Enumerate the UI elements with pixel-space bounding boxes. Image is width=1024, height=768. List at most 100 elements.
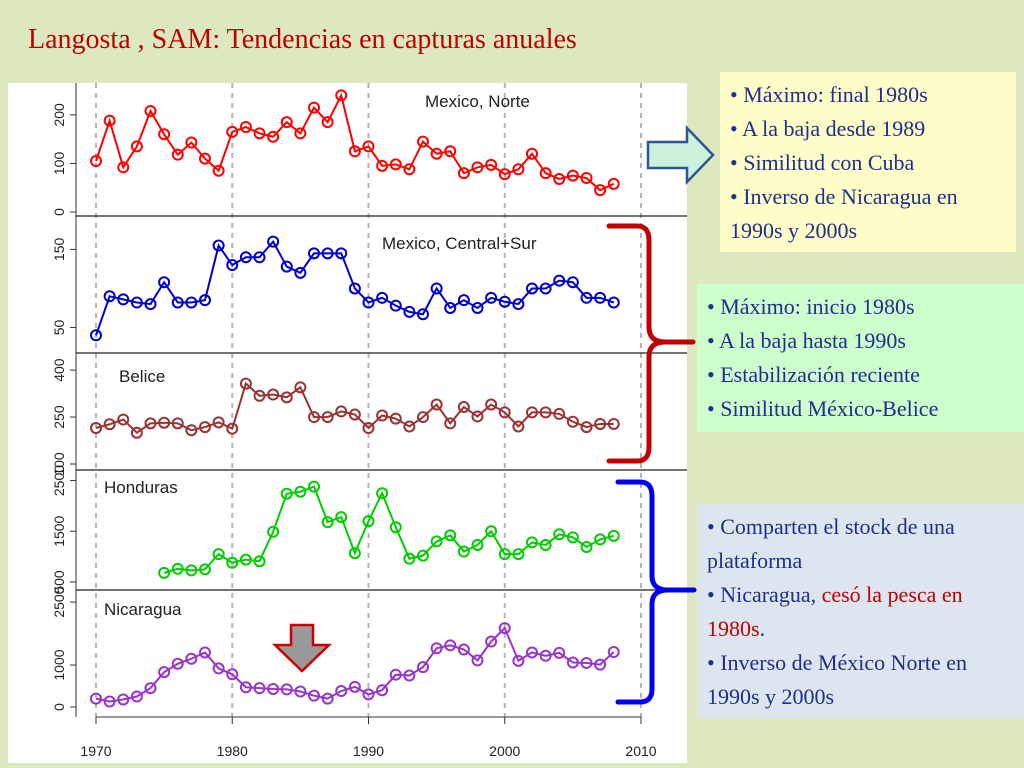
data-point <box>526 646 538 659</box>
data-point <box>594 291 607 304</box>
y-tick-label: 100 <box>51 152 67 176</box>
data-point <box>90 329 102 342</box>
y-tick-label: 1000 <box>51 649 67 680</box>
note-mexico-norte: • Máximo: final 1980s • A la baja desde … <box>720 72 1016 252</box>
data-point <box>185 564 198 577</box>
data-point <box>389 521 402 534</box>
data-point <box>566 656 579 669</box>
data-point <box>444 301 457 314</box>
data-point <box>103 114 116 127</box>
y-tick-label: 250 <box>51 405 67 429</box>
data-point <box>144 682 157 695</box>
y-tick-label: 100 <box>51 452 67 476</box>
y-tick-label: 400 <box>51 358 67 382</box>
data-point <box>253 251 266 264</box>
data-point <box>539 538 552 551</box>
data-point <box>199 646 211 659</box>
data-point <box>335 685 348 698</box>
data-point <box>594 533 607 546</box>
data-point <box>403 669 416 682</box>
panel-label: Belice <box>119 367 165 386</box>
data-point <box>512 420 525 433</box>
data-point <box>526 282 538 295</box>
note-honduras-nicaragua: • Comparten el stock de una plataforma •… <box>697 504 1024 718</box>
data-point <box>580 540 593 553</box>
data-point <box>144 298 157 311</box>
data-point <box>280 260 293 273</box>
y-tick-label: 200 <box>51 103 67 127</box>
data-point <box>512 163 525 176</box>
data-point <box>444 529 457 542</box>
note-line: • Máximo: final 1980s <box>730 82 928 107</box>
data-point <box>267 130 280 143</box>
data-point <box>539 649 552 662</box>
data-point <box>457 294 470 307</box>
data-point <box>158 416 171 429</box>
data-point <box>471 538 484 551</box>
data-point <box>212 416 225 429</box>
data-point <box>376 291 389 304</box>
data-point <box>158 276 171 289</box>
data-point <box>253 389 266 402</box>
note-line: • Máximo: inicio 1980s <box>707 294 915 319</box>
note-text: . <box>759 616 766 641</box>
red-curly-bracket <box>606 223 696 464</box>
data-point <box>485 158 498 171</box>
y-tick-label: 0 <box>51 208 67 216</box>
data-point <box>171 657 184 670</box>
data-point <box>430 282 443 295</box>
data-point <box>185 296 198 309</box>
data-point <box>185 424 198 437</box>
data-point <box>512 654 525 667</box>
data-point <box>212 548 225 561</box>
y-tick-label: 2500 <box>51 465 67 496</box>
data-point <box>376 159 389 172</box>
data-point <box>117 413 130 426</box>
data-point <box>171 148 184 161</box>
data-point <box>348 680 361 693</box>
data-point <box>212 239 225 252</box>
note-line: • A la baja hasta 1990s <box>707 328 906 353</box>
data-point <box>512 298 525 311</box>
panel-label: Mexico, Central+Sur <box>382 234 537 253</box>
data-point <box>389 412 402 425</box>
data-point <box>471 161 484 174</box>
note-line: • A la baja desde 1989 <box>730 116 926 141</box>
chart-panel: 0 100 200 Mexico, Norte 50 150 Mexico, Central… <box>8 83 687 763</box>
data-point <box>90 422 102 435</box>
data-point <box>280 116 293 129</box>
data-point <box>566 531 579 544</box>
data-point <box>607 296 620 309</box>
data-point <box>226 422 239 435</box>
data-point <box>498 406 511 419</box>
data-point <box>553 528 566 541</box>
data-point <box>457 167 470 180</box>
data-point <box>580 656 593 669</box>
data-point <box>430 147 443 160</box>
data-point <box>335 405 348 418</box>
data-point <box>226 668 239 681</box>
data-point <box>607 529 620 542</box>
data-point <box>117 161 130 174</box>
data-point <box>471 410 484 423</box>
data-point <box>566 169 579 182</box>
data-point <box>553 172 566 185</box>
data-point <box>280 391 293 404</box>
data-point <box>158 666 171 679</box>
data-point <box>185 136 198 149</box>
data-point <box>199 152 211 165</box>
data-point <box>130 296 143 309</box>
data-point <box>389 299 402 312</box>
x-tick-label: 1980 <box>217 743 248 759</box>
data-point <box>117 693 130 706</box>
note-text: • Nicaragua, <box>707 582 822 607</box>
data-point <box>362 422 375 435</box>
data-point <box>294 266 307 279</box>
data-point <box>308 101 320 114</box>
panel-label: Honduras <box>104 478 178 497</box>
y-tick-label: 150 <box>51 238 67 262</box>
data-point <box>239 553 252 566</box>
data-point <box>430 535 443 548</box>
data-point <box>335 247 348 260</box>
data-point <box>471 654 484 667</box>
